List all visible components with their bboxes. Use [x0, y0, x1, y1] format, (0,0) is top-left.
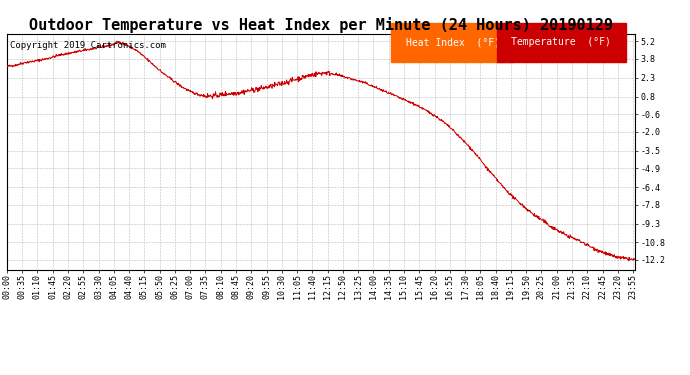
Text: Temperature  (°F): Temperature (°F): [511, 37, 611, 47]
Text: Heat Index  (°F): Heat Index (°F): [406, 37, 500, 47]
Text: Copyright 2019 Cartronics.com: Copyright 2019 Cartronics.com: [10, 41, 166, 50]
Title: Outdoor Temperature vs Heat Index per Minute (24 Hours) 20190129: Outdoor Temperature vs Heat Index per Mi…: [29, 16, 613, 33]
